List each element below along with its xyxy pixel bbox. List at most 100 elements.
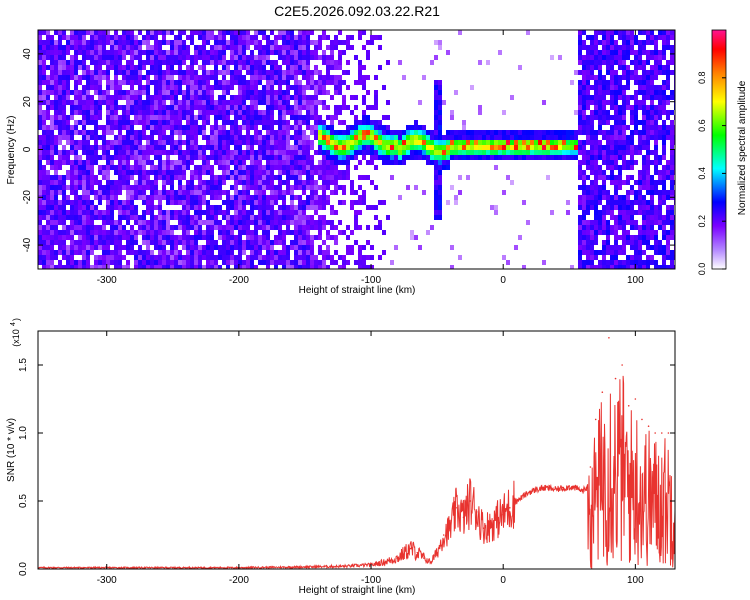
spectrogram-cell (94, 70, 98, 75)
spectrogram-cell (518, 235, 522, 240)
spectrogram-cell (118, 170, 122, 175)
spectrogram-cell (618, 95, 622, 100)
spectrogram-cell (662, 195, 666, 200)
spectrogram-cell (190, 150, 194, 155)
spectrogram-cell (370, 150, 374, 155)
spectrogram-cell (42, 255, 46, 260)
spectrogram-cell (338, 135, 342, 140)
spectrogram-cell (42, 60, 46, 65)
spectrogram-cell (634, 235, 638, 240)
spectrogram-cell (190, 245, 194, 250)
spectrogram-cell (130, 90, 134, 95)
spectrogram-cell (118, 95, 122, 100)
spectrogram-cell (578, 220, 582, 225)
spectrogram-cell (262, 125, 266, 130)
spectrogram-cell (154, 245, 158, 250)
spectrogram-cell (178, 165, 182, 170)
spectrogram-cell (626, 145, 630, 150)
spectrogram-cell (134, 210, 138, 215)
spectrogram-cell (146, 230, 150, 235)
spectrogram-cell (162, 190, 166, 195)
spectrogram-cell (126, 75, 130, 80)
spectrogram-cell (638, 130, 642, 135)
spectrogram-cell (46, 115, 50, 120)
spectrogram-cell (662, 150, 666, 155)
spectrogram-cell (166, 230, 170, 235)
spectrogram-cell (358, 75, 362, 80)
spectrogram-cell (338, 65, 342, 70)
spectrogram-cell (330, 50, 334, 55)
spectrogram-cell (242, 85, 246, 90)
spectrogram-cell (54, 75, 58, 80)
spectrogram-cell (162, 35, 166, 40)
spectrogram-cell (182, 230, 186, 235)
spectrogram-cell (318, 265, 322, 269)
snr-scale-factor: (x10 4 ) (10, 318, 21, 347)
spectrogram-cell (114, 220, 118, 225)
spectrogram-cell (58, 190, 62, 195)
spectrogram-cell (294, 255, 298, 260)
spectrogram-cell (242, 120, 246, 125)
spectrogram-cell (102, 235, 106, 240)
spectrogram-cell (118, 140, 122, 145)
spectrogram-cell (126, 80, 130, 85)
spectrogram-cell (338, 30, 342, 35)
spectrogram-cell (358, 70, 362, 75)
spectrogram-cell (306, 230, 310, 235)
spectrogram-cell (250, 160, 254, 165)
spectrogram-cell (38, 115, 42, 120)
spectrogram-cell (102, 170, 106, 175)
spectrogram-cell (262, 60, 266, 65)
spectrogram-cell (334, 260, 338, 265)
spectrogram-cell (182, 155, 186, 160)
spectrogram-cell (106, 260, 110, 265)
spectrogram-cell (582, 65, 586, 70)
spectrogram-cell (298, 150, 302, 155)
spectrogram-cell (142, 105, 146, 110)
spectrogram-cell (614, 115, 618, 120)
spectrogram-cell (238, 250, 242, 255)
spectrogram-cell (302, 190, 306, 195)
spectrogram-cell (70, 250, 74, 255)
spectrogram-cell (46, 90, 50, 95)
spectrogram-cell (270, 110, 274, 115)
spectrogram-cell (618, 165, 622, 170)
spectrogram-cell (590, 150, 594, 155)
spectrogram-cell (118, 165, 122, 170)
spectrogram-cell (610, 180, 614, 185)
spectrogram-cell (294, 250, 298, 255)
spectrogram-cell (170, 185, 174, 190)
spectrogram-cell (274, 50, 278, 55)
spectrogram-cell (262, 205, 266, 210)
spectrogram-cell (626, 205, 630, 210)
spectrogram-cell (46, 215, 50, 220)
spectrogram-cell (302, 185, 306, 190)
spectrogram-cell (86, 195, 90, 200)
spectrogram-cell (310, 160, 314, 165)
spectrogram-cell (598, 165, 602, 170)
spectrogram-cell (346, 45, 350, 50)
spectrogram-cell (610, 215, 614, 220)
spectrogram-cell (182, 205, 186, 210)
spectrogram-cell (86, 235, 90, 240)
spectrogram-cell (86, 75, 90, 80)
spectrogram-cell (190, 140, 194, 145)
spectrogram-cell (582, 155, 586, 160)
spectrogram-cell (246, 150, 250, 155)
spectrogram-cell (498, 135, 502, 140)
spectrogram-cell (402, 160, 406, 165)
spectrogram-cell (634, 35, 638, 40)
spectrogram-cell (438, 150, 442, 155)
spectrogram-cell (654, 90, 658, 95)
spectrogram-cell (122, 80, 126, 85)
spectrogram-cell (90, 160, 94, 165)
spectrogram-cell (366, 140, 370, 145)
spectrogram-cell (342, 190, 346, 195)
spectrogram-cell (650, 205, 654, 210)
spectrogram-cell (242, 215, 246, 220)
spectrogram-cell (598, 90, 602, 95)
spectrogram-cell (110, 200, 114, 205)
spectrogram-cell (106, 70, 110, 75)
spectrogram-cell (210, 85, 214, 90)
spectrogram-cell (54, 235, 58, 240)
